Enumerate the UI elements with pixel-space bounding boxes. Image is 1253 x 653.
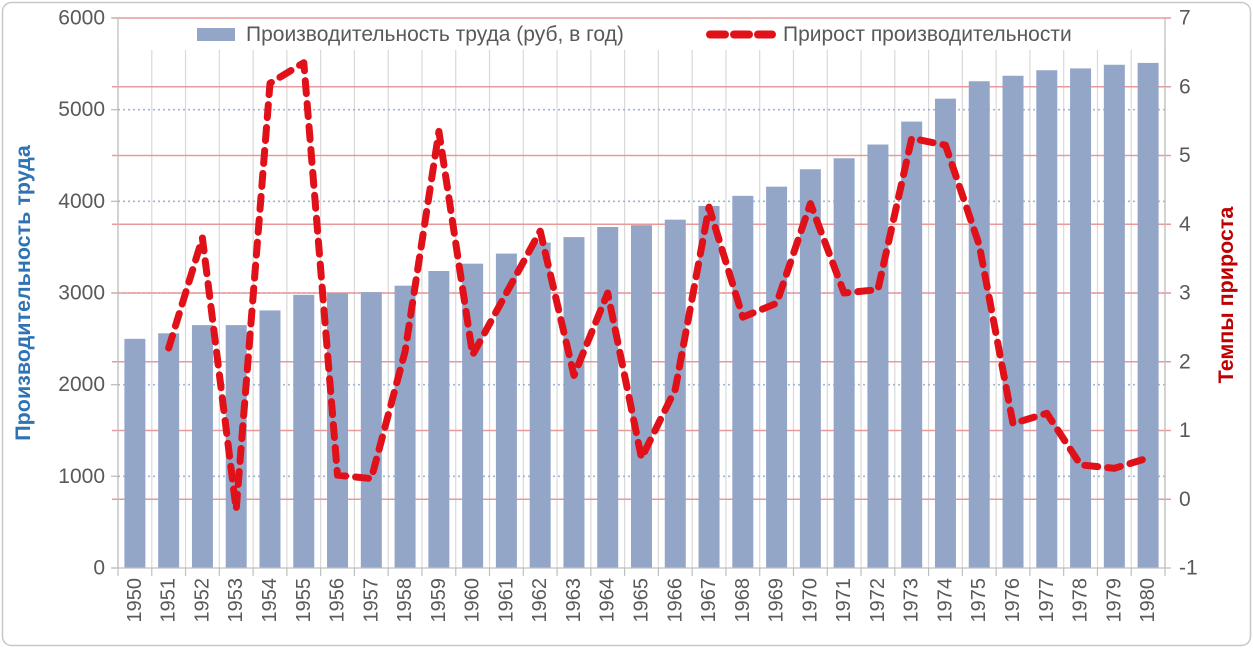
bar-1952	[191, 325, 213, 568]
legend-bar-swatch	[197, 28, 235, 41]
right-axis-tick-label: 1	[1179, 419, 1191, 442]
x-axis-label-1970: 1970	[799, 578, 821, 623]
bar-1969	[766, 186, 788, 568]
x-axis-label-1980: 1980	[1137, 578, 1159, 623]
legend-bar-label: Производительность труда (руб, в год)	[246, 23, 624, 46]
bar-1965	[631, 225, 652, 568]
growth-line	[165, 59, 1152, 514]
bar-1970	[799, 169, 821, 568]
left-axis-tick-label: 2000	[58, 373, 105, 396]
x-axis-label-1971: 1971	[833, 578, 855, 623]
left-axis-tick-label: 0	[93, 557, 105, 580]
right-axis-tick-label: 6	[1179, 75, 1191, 98]
right-axis-tick-label: 2	[1179, 350, 1191, 373]
x-axis-label-1965: 1965	[631, 578, 653, 623]
bar-1971	[833, 158, 855, 568]
bar-1957	[360, 292, 382, 568]
bar-1961	[495, 253, 517, 569]
right-axis-tick-label: 3	[1179, 282, 1191, 305]
bar-1964	[597, 227, 619, 568]
x-axis-label-1959: 1959	[428, 578, 450, 623]
right-axis-tick-label: 7	[1179, 7, 1191, 30]
bar-1975	[968, 81, 990, 568]
x-axis-label-1967: 1967	[698, 578, 720, 623]
x-axis-label-1979: 1979	[1103, 578, 1125, 623]
left-axis-tick-label: 3000	[58, 282, 105, 305]
x-axis-label-1974: 1974	[935, 578, 957, 623]
x-axis-label-1956: 1956	[327, 578, 349, 623]
bar-1950	[124, 338, 146, 568]
legend: Производительность труда (руб, в год) Пр…	[197, 23, 1072, 46]
legend-line-label: Прирост производительности	[783, 23, 1072, 46]
x-axis-label-1955: 1955	[293, 578, 315, 623]
bar-1953	[225, 325, 247, 568]
x-axis-label-1950: 1950	[124, 578, 146, 623]
gridlines	[112, 17, 1171, 568]
bar-1962	[529, 242, 551, 569]
bar-1951	[158, 333, 180, 568]
x-axis-label-1962: 1962	[529, 578, 551, 623]
left-axis-title: Производительность труда	[11, 144, 35, 441]
right-axis-tick-label: 4	[1179, 213, 1191, 236]
x-axis-label-1975: 1975	[968, 578, 990, 623]
x-axis-label-1972: 1972	[867, 578, 889, 623]
bar-1963	[563, 237, 585, 569]
right-axis-tick-label: 5	[1179, 144, 1191, 167]
bar-1972	[867, 144, 889, 568]
bar-1956	[327, 293, 349, 568]
x-axis-label-1960: 1960	[462, 578, 484, 623]
line-series	[165, 59, 1152, 514]
right-axis-title: Темпы прироста	[1214, 206, 1238, 384]
x-axis-label-1973: 1973	[901, 578, 923, 623]
x-axis-label-1977: 1977	[1036, 578, 1058, 623]
bar-1967	[698, 205, 720, 568]
x-axis-label-1968: 1968	[732, 578, 754, 623]
bar-1959	[428, 271, 450, 568]
left-axis-tick-label: 6000	[58, 7, 105, 30]
x-axis-label-1952: 1952	[191, 578, 213, 623]
x-axis-label-1951: 1951	[158, 578, 180, 623]
bar-1979	[1103, 64, 1125, 568]
bar-1955	[293, 294, 315, 568]
bar-1958	[394, 285, 416, 568]
bar-1973	[901, 121, 923, 568]
x-axis-label-1957: 1957	[360, 578, 382, 623]
x-axis-label-1964: 1964	[597, 578, 619, 623]
x-axis-label-1969: 1969	[766, 578, 788, 623]
right-axis-tick-label: 0	[1179, 488, 1191, 511]
bar-1978	[1070, 68, 1092, 569]
bar-1974	[934, 98, 956, 569]
bar-1976	[1002, 75, 1024, 568]
bar-1968	[732, 195, 754, 569]
x-axis-label-1976: 1976	[1002, 578, 1024, 623]
left-axis-tick-label: 1000	[58, 465, 105, 488]
x-axis-label-1978: 1978	[1070, 578, 1092, 623]
left-axis-tick-label: 5000	[58, 98, 105, 121]
bar-1980	[1137, 62, 1159, 569]
x-axis-label-1963: 1963	[563, 578, 585, 623]
bar-series	[124, 62, 1159, 569]
bar-1954	[259, 310, 281, 568]
bar-1966	[664, 219, 686, 568]
x-axis-label-1958: 1958	[394, 578, 416, 623]
x-axis-label-1961: 1961	[495, 578, 517, 623]
right-axis-tick-label: -1	[1179, 557, 1198, 580]
bar-1977	[1036, 70, 1058, 568]
x-axis-label-1953: 1953	[225, 578, 247, 623]
axis-labels: 0 1000 2000 3000 4000 5000 6000 -1 0 1 2 3 4 5 6 7 1950 1…	[58, 7, 1197, 623]
left-axis-tick-label: 4000	[58, 190, 105, 213]
x-axis-label-1966: 1966	[664, 578, 686, 623]
x-axis-label-1954: 1954	[259, 578, 281, 623]
axes	[111, 17, 1171, 576]
